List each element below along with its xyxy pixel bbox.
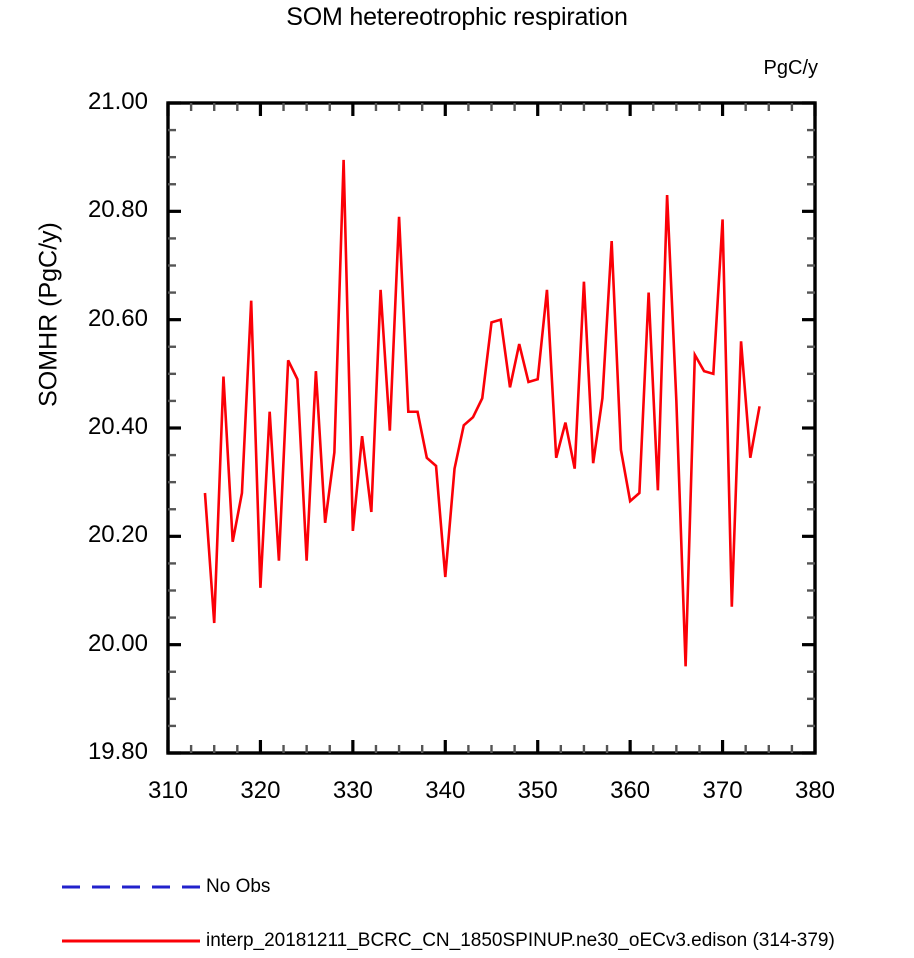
data-series-lines <box>203 159 761 667</box>
series-line <box>203 159 761 667</box>
tick-marks <box>166 101 817 755</box>
x-tick-label: 360 <box>610 777 651 804</box>
legend-label-model: interp_20181211_BCRC_CN_1850SPINUP.ne30_… <box>206 930 835 951</box>
x-tick-label: 340 <box>425 777 466 804</box>
legend: No Obs interp_20181211_BCRC_CN_1850SPINU… <box>0 868 914 958</box>
legend-row-no-obs: No Obs <box>0 874 914 904</box>
chart-title: SOM hetereotrophic respiration <box>286 3 628 31</box>
x-tick-label: 330 <box>332 777 373 804</box>
x-tick-label: 310 <box>147 777 189 804</box>
y-tick-label: 20.80 <box>87 196 148 224</box>
legend-label-no-obs: No Obs <box>206 876 271 897</box>
x-tick-label: 380 <box>794 777 836 804</box>
y-tick-label: 20.20 <box>87 521 148 549</box>
x-tick-label: 350 <box>517 777 558 804</box>
legend-row-model: interp_20181211_BCRC_CN_1850SPINUP.ne30_… <box>0 928 914 958</box>
x-tick-label: 370 <box>702 777 743 804</box>
axis-frame <box>166 101 817 755</box>
y-tick-label: 20.00 <box>87 629 148 657</box>
x-tick-label: 320 <box>240 777 281 804</box>
y-tick-label: 20.40 <box>87 413 148 440</box>
legend-swatch-no-obs <box>62 885 200 889</box>
y-tick-label: 20.60 <box>87 304 148 332</box>
y-tick-label: 19.80 <box>87 738 148 765</box>
units-label: PgC/y <box>763 57 818 79</box>
y-tick-label: 21.00 <box>87 88 148 115</box>
legend-swatch-model <box>62 939 200 943</box>
